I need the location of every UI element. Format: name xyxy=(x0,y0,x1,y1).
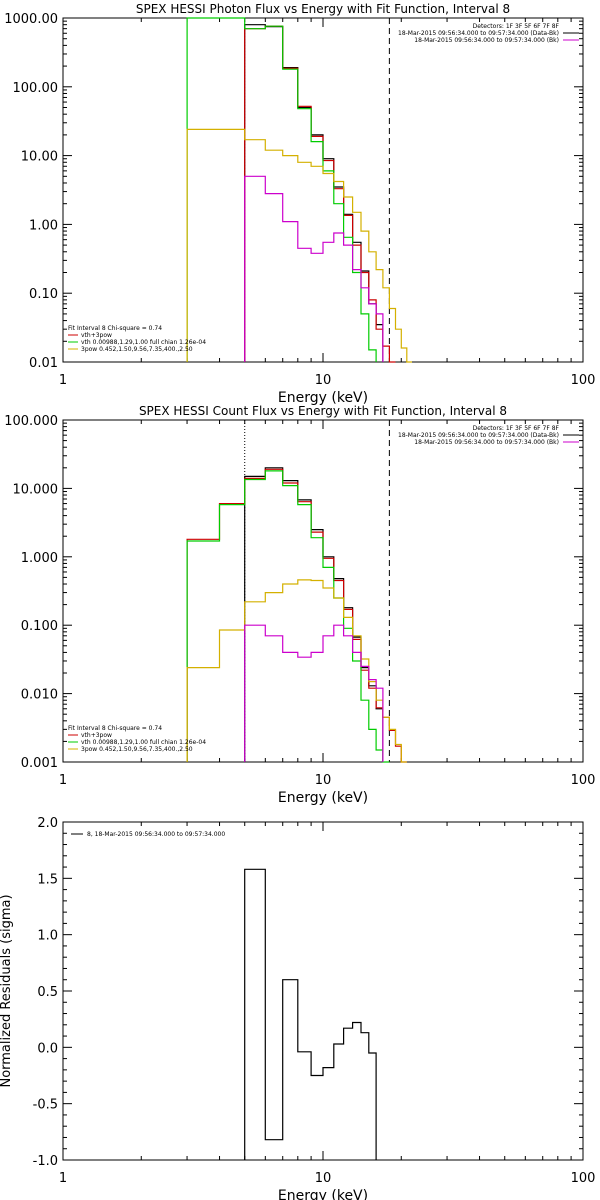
series-line-bk xyxy=(244,624,384,762)
y-axis-label: Normalized Residuals (sigma) xyxy=(0,894,14,1087)
y-tick-label: -0.5 xyxy=(33,1098,58,1113)
x-tick-label: 10 xyxy=(315,1171,332,1186)
x-tick-label: 1 xyxy=(59,1171,67,1186)
y-tick-label: 0.5 xyxy=(37,985,58,1000)
legend-text: 18-Mar-2015 09:56:34.000 to 09:57:34.000… xyxy=(414,37,559,44)
x-tick-label: 100 xyxy=(571,373,596,388)
residuals-panel: 1 10 100 Energy (keV) -1.0 -0.5 0.0 0.5 1.0 1.5 2.… xyxy=(0,816,595,1200)
y-tick-label: 0.010 xyxy=(21,688,58,703)
legend-text: 18-Mar-2015 09:56:34.000 to 09:57:34.000… xyxy=(414,439,559,446)
series-line-bk xyxy=(244,175,384,362)
y-tick-label: 1000.00 xyxy=(4,12,58,27)
series-line-vth xyxy=(186,17,377,362)
plot-frame xyxy=(62,419,584,763)
x-tick-label: 100 xyxy=(571,773,596,788)
legend-text: vth+3pow xyxy=(81,332,112,339)
y-tick-label: 1.5 xyxy=(37,872,58,887)
legend-text: Fit Interval 8 Chi-square = 0.74 xyxy=(68,725,162,732)
legend-text: 18-Mar-2015 09:56:34.000 to 09:57:34.000… xyxy=(398,432,559,439)
photon-flux-panel: SPEX HESSI Photon Flux vs Energy with Fi… xyxy=(4,2,595,406)
y-tick-label: 1.000 xyxy=(21,551,58,566)
y-tick-label: 1.00 xyxy=(29,218,58,233)
legend-text: Detectors: 1F 3F 5F 6F 7F 8F xyxy=(473,23,560,30)
legend-text: 8, 18-Mar-2015 09:56:34.000 to 09:57:34.… xyxy=(87,831,225,838)
series-line-vth xyxy=(186,470,390,763)
series-line-data-bk xyxy=(244,467,384,762)
y-tick-label: 1.0 xyxy=(37,929,58,944)
y-tick-label: 0.01 xyxy=(29,356,58,371)
legend-text: vth 0.00988,1.29,1.00 full chian 1.26e-0… xyxy=(81,739,206,746)
y-tick-label: 0.100 xyxy=(21,619,58,634)
y-tick-label: 10.00 xyxy=(21,150,58,165)
legend-text: Fit Interval 8 Chi-square = 0.74 xyxy=(68,325,162,332)
legend-text: 3pow 0.452,1.50,9.56,7.35,400.,2.50 xyxy=(81,346,193,353)
y-tick-label: 0.001 xyxy=(21,756,58,771)
x-tick-label: 10 xyxy=(315,373,332,388)
count-flux-panel: SPEX HESSI Count Flux vs Energy with Fit… xyxy=(4,404,595,806)
legend-text: vth+3pow xyxy=(81,732,112,739)
y-tick-label: 2.0 xyxy=(37,816,58,831)
y-tick-label: -1.0 xyxy=(33,1154,58,1169)
y-tick-label: 100.000 xyxy=(4,414,58,429)
legend-text: Detectors: 1F 3F 5F 6F 7F 8F xyxy=(473,425,560,432)
x-tick-label: 10 xyxy=(315,773,332,788)
y-tick-label: 10.000 xyxy=(13,482,59,497)
legend-text: vth 0.00988,1.29,1.00 full chian 1.26e-0… xyxy=(81,339,206,346)
plot-frame xyxy=(62,17,584,363)
chart-title: SPEX HESSI Count Flux vs Energy with Fit… xyxy=(139,404,507,418)
x-axis-label: Energy (keV) xyxy=(278,390,368,406)
plot-frame xyxy=(62,821,584,1161)
series-line-8-18-mar-2015-09-56- xyxy=(244,868,377,1160)
chart-title: SPEX HESSI Photon Flux vs Energy with Fi… xyxy=(136,2,510,16)
legend-text: 18-Mar-2015 09:56:34.000 to 09:57:34.000… xyxy=(398,30,559,37)
y-tick-label: 100.00 xyxy=(13,81,59,96)
legend-text: 3pow 0.452,1.50,9.56,7.35,400.,2.50 xyxy=(81,746,193,753)
x-tick-label: 100 xyxy=(571,1171,596,1186)
y-tick-label: 0.0 xyxy=(37,1041,58,1056)
x-axis-label: Energy (keV) xyxy=(278,1188,368,1200)
series-line-3pow xyxy=(186,579,407,763)
x-axis-label: Energy (keV) xyxy=(278,790,368,806)
y-tick-label: 0.10 xyxy=(29,287,58,302)
x-tick-label: 1 xyxy=(59,773,67,788)
x-tick-label: 1 xyxy=(59,373,67,388)
series-line-3pow xyxy=(186,128,412,363)
